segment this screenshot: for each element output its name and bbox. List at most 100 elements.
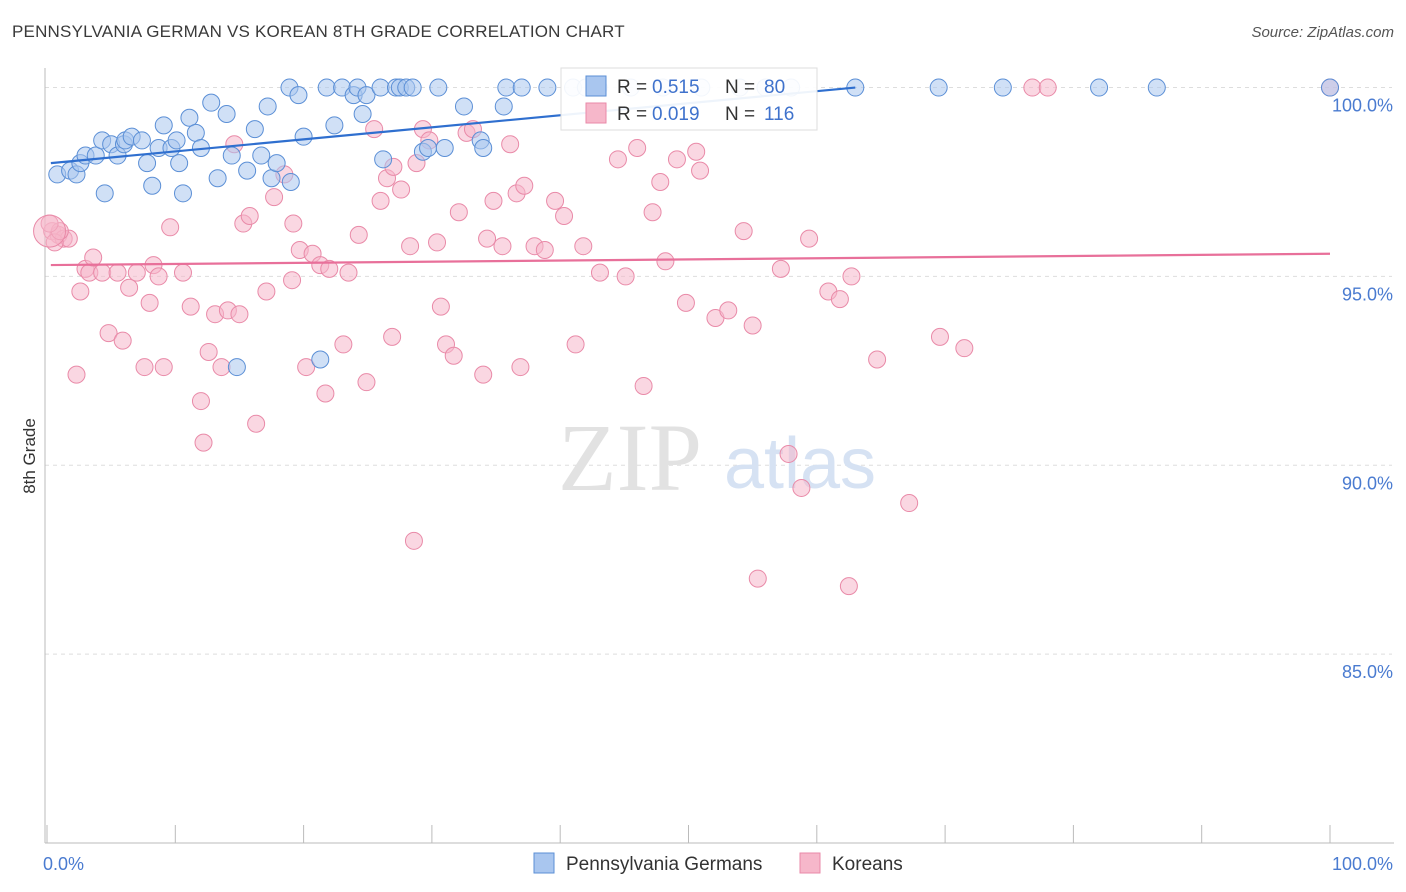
pennsylvania-german-point-19 <box>167 131 186 150</box>
korean-point-87 <box>800 229 819 248</box>
korean-point-43 <box>357 373 376 392</box>
watermark-zip: ZIP <box>558 404 702 511</box>
x-tick-label-0: 0.0% <box>43 854 84 874</box>
y-tick-label-0: 100.0% <box>1332 96 1393 116</box>
korean-point-5 <box>71 282 90 301</box>
pennsylvania-german-point-71 <box>929 78 948 97</box>
korean-point-12 <box>113 331 132 350</box>
legend-blue-swatch <box>585 75 607 97</box>
korean-point-81 <box>719 301 738 320</box>
korean-point-106 <box>383 327 402 346</box>
pennsylvania-german-point-37 <box>311 350 330 369</box>
korean-point-93 <box>930 327 949 346</box>
pennsylvania-german-point-77 <box>227 358 246 377</box>
pennsylvania-german-point-15 <box>143 176 162 195</box>
pennsylvania-german-point-59 <box>512 78 531 97</box>
korean-point-112 <box>140 293 159 312</box>
korean-point-36 <box>297 358 316 377</box>
y-axis-label: 8th Grade <box>20 418 39 494</box>
stat-r-value-blue: 0.515 <box>652 77 700 98</box>
pennsylvania-german-point-32 <box>262 169 281 188</box>
korean-point-60 <box>484 191 503 210</box>
y-tick-label-3: 85.0% <box>1342 662 1393 682</box>
korean-point-115 <box>651 172 670 191</box>
stat-r-value-pink: 0.019 <box>652 104 700 125</box>
korean-point-103 <box>839 577 858 596</box>
pennsylvania-german-point-72 <box>993 78 1012 97</box>
korean-point-48 <box>392 180 411 199</box>
pennsylvania-german-point-24 <box>202 93 221 112</box>
korean-point-107 <box>478 229 497 248</box>
korean-point-13 <box>120 278 139 297</box>
korean-point-59 <box>474 365 493 384</box>
korean-point-20 <box>173 263 192 282</box>
pennsylvania-german-point-26 <box>217 104 236 123</box>
korean-point-101 <box>404 531 423 550</box>
korean-point-72 <box>628 138 647 157</box>
korean-point-76 <box>667 150 686 169</box>
korean-point-92 <box>900 494 919 513</box>
pennsylvania-german-point-33 <box>267 154 286 173</box>
y-tick-label-2: 90.0% <box>1342 473 1393 493</box>
stats-legend-box: R = 0.515 N = 80 R = 0.019 N = 116 <box>560 67 818 131</box>
korean-point-105 <box>283 271 302 290</box>
korean-point-42 <box>349 225 368 244</box>
pennsylvania-german-point-54 <box>454 97 473 116</box>
korean-point-96 <box>1038 78 1057 97</box>
pennsylvania-german-point-43 <box>353 104 372 123</box>
pennsylvania-german-point-29 <box>245 120 264 139</box>
korean-point-21 <box>181 297 200 316</box>
stat-n-label-pink: N = <box>725 104 755 125</box>
korean-point-30 <box>247 414 266 433</box>
stat-n-label-blue: N = <box>725 77 755 98</box>
korean-point-74 <box>643 203 662 222</box>
pennsylvania-german-point-74 <box>1147 78 1166 97</box>
stat-r-label-pink: R = <box>617 104 647 125</box>
korean-point-75 <box>656 252 675 271</box>
source-label: Source: ZipAtlas.com <box>1251 24 1394 41</box>
korean-point-11 <box>108 263 127 282</box>
axes <box>44 68 1394 844</box>
pennsylvania-german-point-56 <box>474 138 493 157</box>
pennsylvania-german-point-78 <box>435 138 454 157</box>
korean-point-89 <box>830 290 849 309</box>
legend-koreans-swatch <box>799 852 821 874</box>
korean-point-45 <box>371 191 390 210</box>
korean-point-39 <box>320 259 339 278</box>
korean-point-102 <box>748 569 767 588</box>
pennsylvania-german-point-17 <box>154 116 173 135</box>
stat-n-value-blue: 80 <box>764 77 785 98</box>
korean-point-15 <box>135 358 154 377</box>
pennsylvania-german-point-14 <box>138 154 157 173</box>
y-tick-label-1: 95.0% <box>1342 284 1393 304</box>
korean-point-111 <box>316 384 335 403</box>
pennsylvania-german-point-60 <box>538 78 557 97</box>
korean-point-4 <box>67 365 86 384</box>
korean-point-113 <box>230 305 249 324</box>
stat-n-value-pink: 116 <box>764 104 794 125</box>
korean-point-40 <box>334 335 353 354</box>
korean-point-18 <box>154 358 173 377</box>
pennsylvania-german-points <box>48 78 1339 377</box>
pennsylvania-german-point-36 <box>294 127 313 146</box>
bottom-legend: Pennsylvania Germans Koreans <box>533 852 903 875</box>
pennsylvania-german-point-38 <box>317 78 336 97</box>
korean-point-91 <box>868 350 887 369</box>
korean-point-49 <box>401 237 420 256</box>
pennsylvania-german-point-25 <box>208 169 227 188</box>
korean-point-44 <box>365 120 384 139</box>
korean-point-55 <box>444 346 463 365</box>
chart-title: PENNSYLVANIA GERMAN VS KOREAN 8TH GRADE … <box>12 22 625 41</box>
korean-point-110 <box>431 297 450 316</box>
pennsylvania-german-point-45 <box>371 78 390 97</box>
korean-point-94 <box>955 339 974 358</box>
korean-point-69 <box>574 237 593 256</box>
pennsylvania-german-point-50 <box>403 78 422 97</box>
korean-point-14 <box>127 263 146 282</box>
pennsylvania-german-point-76 <box>281 172 300 191</box>
pennsylvania-german-point-22 <box>186 123 205 142</box>
korean-point-86 <box>792 478 811 497</box>
korean-point-67 <box>546 191 565 210</box>
korean-point-79 <box>691 161 710 180</box>
